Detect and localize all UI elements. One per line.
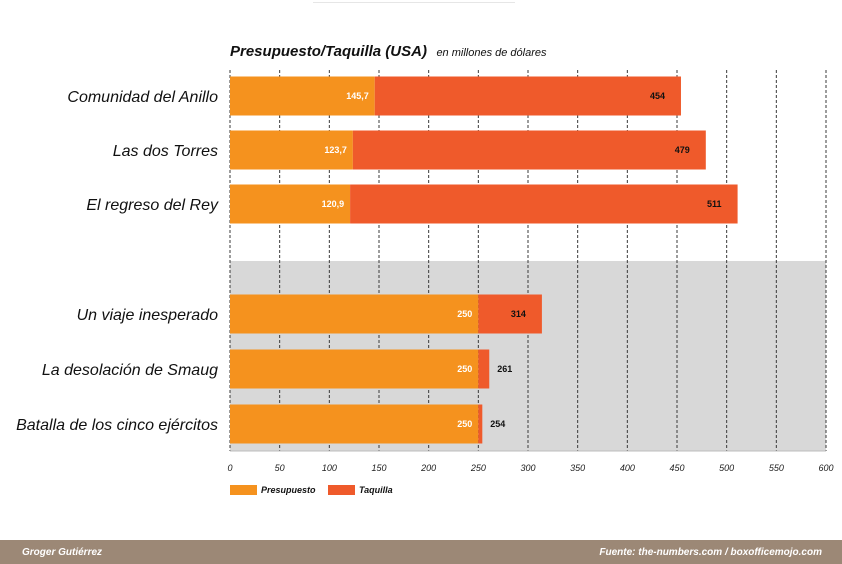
x-tick-label: 150 (371, 463, 386, 473)
data-label-taquilla: 479 (675, 145, 690, 155)
legend-label-presupuesto: Presupuesto (261, 485, 316, 495)
source-credit: Fuente: the-numbers.com / boxofficemojo.… (599, 546, 822, 558)
x-tick-label: 550 (769, 463, 784, 473)
bar-chart: 0 50 100 150 200 250 300 350 400 450 500 550 600 Comu… (16, 43, 834, 495)
bar-presupuesto (230, 404, 479, 444)
data-label-presupuesto: 120,9 (322, 199, 345, 209)
data-label-taquilla: 261 (497, 364, 512, 374)
data-label-presupuesto: 123,7 (324, 145, 347, 155)
bar-taquilla (478, 349, 490, 389)
bar-presupuesto (230, 184, 351, 224)
category-label: Comunidad del Anillo (67, 89, 218, 106)
x-tick-label: 50 (275, 463, 285, 473)
bar-taquilla (478, 404, 483, 444)
footer-bar: Groger Gutiérrez Fuente: the-numbers.com… (0, 540, 842, 564)
bar-presupuesto (230, 130, 353, 170)
bar-presupuesto (230, 76, 375, 116)
bar-presupuesto (230, 349, 479, 389)
x-tick-label: 400 (620, 463, 635, 473)
category-label: Las dos Torres (113, 143, 218, 160)
bar-presupuesto (230, 294, 479, 334)
legend-label-taquilla: Taquilla (359, 485, 393, 495)
category-label: La desolación de Smaug (42, 362, 218, 379)
data-label-presupuesto: 250 (457, 309, 472, 319)
x-tick-label: 300 (520, 463, 535, 473)
top-rule (313, 2, 515, 3)
x-tick-label: 100 (322, 463, 337, 473)
x-tick-label: 250 (470, 463, 486, 473)
data-label-taquilla: 454 (650, 91, 665, 101)
x-tick-label: 350 (570, 463, 585, 473)
data-label-taquilla: 314 (511, 309, 526, 319)
author-credit: Groger Gutiérrez (22, 546, 103, 558)
x-tick-label: 600 (818, 463, 833, 473)
legend-swatch-presupuesto (230, 485, 257, 495)
data-label-taquilla: 511 (707, 199, 722, 209)
chart-title: Presupuesto/Taquilla (USA) en millones d… (230, 43, 547, 60)
data-label-presupuesto: 250 (457, 364, 472, 374)
bar-taquilla (478, 294, 542, 334)
data-label-taquilla: 254 (490, 419, 505, 429)
legend-swatch-taquilla (328, 485, 355, 495)
x-tick-label: 450 (669, 463, 684, 473)
bar-taquilla (374, 76, 681, 116)
category-label: Un viaje inesperado (77, 307, 219, 324)
bar-taquilla (352, 130, 706, 170)
category-label: Batalla de los cinco ejércitos (16, 417, 218, 434)
x-tick-label: 0 (227, 463, 232, 473)
data-label-presupuesto: 145,7 (346, 91, 369, 101)
bar-taquilla (350, 184, 738, 224)
category-label: El regreso del Rey (86, 197, 219, 214)
x-tick-label: 500 (719, 463, 734, 473)
x-tick-label: 200 (420, 463, 436, 473)
data-label-presupuesto: 250 (457, 419, 472, 429)
